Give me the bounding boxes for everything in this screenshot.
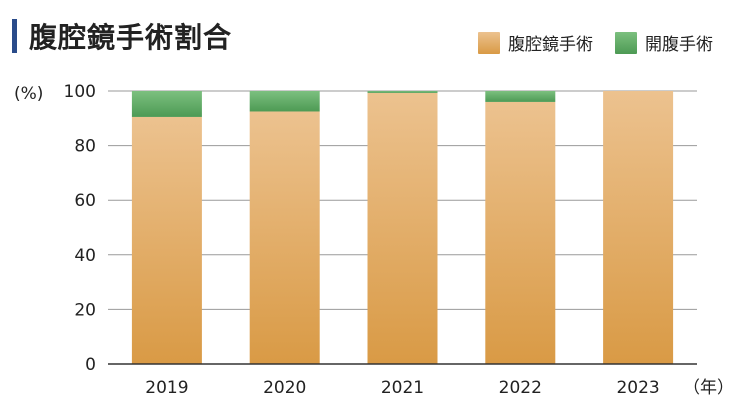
legend-label-laparoscopic: 腹腔鏡手術: [508, 35, 593, 55]
x-tick-label: 2023: [616, 378, 659, 398]
legend-swatch-laparoscopic: [478, 31, 500, 54]
legend-item-open: 開腹手術: [615, 30, 713, 55]
y-tick-label: 0: [85, 355, 96, 375]
x-axis-unit-label: （年）: [683, 378, 734, 398]
bar-laparoscopic-2020: [249, 111, 320, 364]
legend-label-open: 開腹手術: [645, 35, 713, 55]
bar-open-2020: [249, 91, 320, 112]
x-tick-label: 2021: [381, 378, 424, 398]
legend-item-laparoscopic: 腹腔鏡手術: [478, 30, 593, 55]
bar-open-2022: [485, 91, 556, 102]
y-tick-label: 80: [74, 137, 96, 157]
legend: 腹腔鏡手術 開腹手術: [456, 30, 713, 55]
axis-layer: 0 20 40 60 80 100 2019 2020 2021 2022 2023: [64, 82, 697, 398]
bar-laparoscopic-2023: [603, 91, 674, 364]
x-tick-label: 2019: [145, 378, 188, 398]
y-tick-label: 20: [74, 300, 96, 320]
legend-swatch-open: [615, 31, 637, 54]
bar-laparoscopic-2022: [485, 101, 556, 365]
bar-laparoscopic-2021: [367, 92, 438, 364]
bar-layer: [131, 91, 674, 365]
chart-title-group: 腹腔鏡手術割合: [12, 12, 232, 60]
y-tick-label: 100: [64, 82, 96, 102]
y-tick-label: 60: [74, 191, 96, 211]
bar-open-2021: [367, 91, 438, 93]
title-accent-bar: [12, 19, 17, 53]
y-axis-unit-label: (%): [14, 84, 43, 104]
y-tick-label: 40: [74, 246, 96, 266]
bar-open-2019: [131, 91, 202, 117]
chart-title: 腹腔鏡手術割合: [29, 21, 233, 54]
x-tick-label: 2022: [499, 378, 542, 398]
x-tick-label: 2020: [263, 378, 306, 398]
bar-laparoscopic-2019: [131, 116, 202, 364]
